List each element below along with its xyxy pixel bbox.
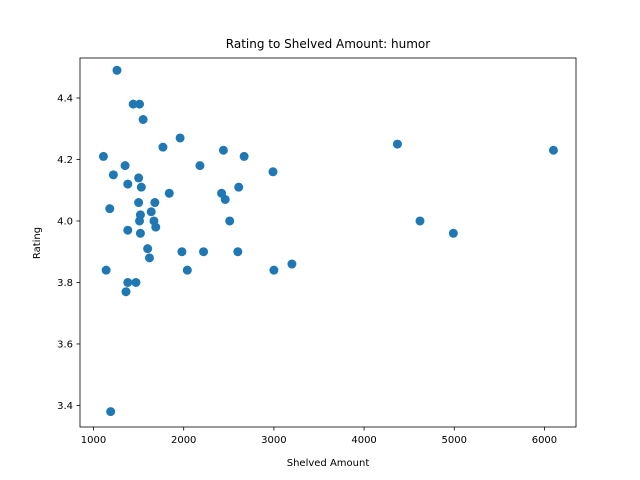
data-point	[287, 259, 297, 269]
data-point	[101, 265, 111, 275]
data-point	[177, 247, 187, 257]
data-point	[135, 216, 145, 226]
data-point	[158, 142, 168, 152]
data-point	[105, 204, 115, 214]
y-tick-label: 3.4	[57, 401, 73, 412]
data-point	[199, 247, 209, 257]
data-point	[225, 216, 235, 226]
data-point	[135, 99, 145, 109]
data-point	[548, 145, 558, 155]
data-point	[106, 407, 116, 417]
data-point	[175, 133, 185, 143]
y-axis-label: Rating	[32, 227, 43, 259]
data-point	[135, 228, 145, 238]
data-point	[123, 225, 133, 235]
data-point	[134, 198, 144, 208]
y-tick-label: 3.8	[57, 278, 73, 289]
data-point	[415, 216, 425, 226]
data-point	[268, 167, 278, 177]
x-axis-label: Shelved Amount	[287, 458, 370, 469]
y-tick-label: 3.6	[57, 339, 73, 350]
chart-title: Rating to Shelved Amount: humor	[226, 37, 430, 51]
data-point	[144, 253, 154, 263]
data-point	[239, 151, 249, 161]
x-tick-label: 1000	[81, 435, 106, 446]
data-point	[448, 228, 458, 238]
x-tick-label: 2000	[171, 435, 196, 446]
plot-area: 1000 2000 3000 4000 5000 6000 3.4 3.6 3.8 4.0 4.2 4…	[57, 57, 577, 446]
data-point	[218, 145, 228, 155]
data-point	[128, 99, 138, 109]
data-point	[151, 222, 161, 232]
x-tick-label: 6000	[532, 435, 557, 446]
data-point	[123, 277, 133, 287]
y-tick-label: 4.2	[57, 155, 73, 166]
data-point	[195, 161, 205, 171]
data-point	[131, 277, 141, 287]
data-point	[98, 151, 108, 161]
y-tick-label: 4.0	[57, 216, 73, 227]
data-point	[392, 139, 402, 149]
y-tick-label: 4.4	[57, 93, 73, 104]
data-point	[120, 161, 130, 171]
data-point	[182, 265, 192, 275]
data-point	[121, 287, 131, 297]
data-point	[143, 244, 153, 254]
data-point	[233, 247, 243, 257]
data-point	[269, 265, 279, 275]
data-point	[220, 194, 230, 204]
axes-frame	[79, 57, 577, 428]
data-point	[164, 188, 174, 198]
data-point	[134, 173, 144, 183]
x-tick-label: 3000	[261, 435, 286, 446]
data-point	[138, 115, 148, 124]
data-point	[108, 170, 118, 180]
x-tick-label: 5000	[442, 435, 467, 446]
data-point	[136, 182, 146, 192]
data-point	[146, 207, 156, 217]
data-point	[150, 198, 160, 208]
data-point	[234, 182, 244, 192]
data-point	[123, 179, 133, 189]
data-point	[112, 65, 122, 75]
x-tick-label: 4000	[351, 435, 376, 446]
